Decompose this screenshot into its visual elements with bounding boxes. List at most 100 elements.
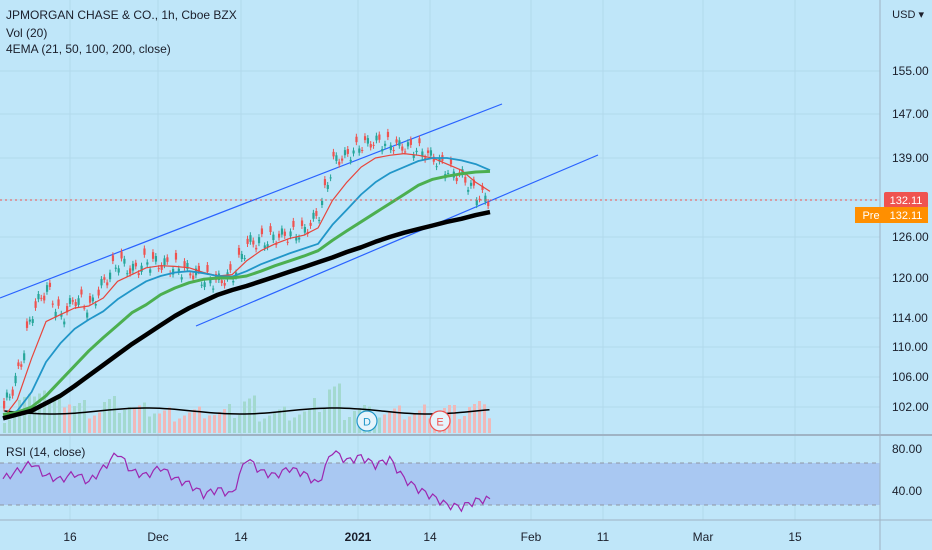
candle-body <box>298 237 301 240</box>
candle-body <box>23 353 26 361</box>
ema-legend[interactable]: 4EMA (21, 50, 100, 200, close) <box>6 42 171 56</box>
volume-bar <box>83 400 86 433</box>
candle-body <box>183 261 186 268</box>
candle-body <box>372 144 375 146</box>
y-tick-label: 102.00 <box>892 400 929 414</box>
candle-body <box>455 177 458 182</box>
volume-bar <box>288 420 291 433</box>
volume-legend[interactable]: Vol (20) <box>6 26 48 40</box>
candle-body <box>160 265 163 270</box>
ema-line-ema100 <box>2 169 491 416</box>
channel-upper[interactable] <box>0 103 503 299</box>
candle-body <box>246 238 249 244</box>
x-tick-label: 15 <box>788 530 802 544</box>
volume-bar <box>428 418 431 433</box>
candle-body <box>401 146 404 151</box>
candle-body <box>237 247 241 255</box>
candle-body <box>232 280 235 283</box>
volume-bar <box>118 413 121 433</box>
candle-body <box>206 265 209 272</box>
channel-lower[interactable] <box>195 154 599 327</box>
candle-body <box>229 264 232 271</box>
candle-body <box>315 211 318 216</box>
candle-body <box>386 131 390 138</box>
candle-body <box>111 255 115 262</box>
candle-body <box>43 295 46 301</box>
candle-body <box>418 138 421 144</box>
candle-body <box>484 195 487 202</box>
candle-body <box>146 262 149 265</box>
volume-bar <box>483 404 486 433</box>
candle-body <box>335 155 338 161</box>
volume-bar <box>223 409 226 433</box>
candle-body <box>11 389 14 396</box>
chevron-down-icon: ▾ <box>918 9 924 21</box>
candle-body <box>435 166 438 168</box>
candle-body <box>464 177 467 183</box>
candle-body <box>66 306 69 313</box>
candle-body <box>5 392 9 398</box>
volume-bar <box>393 408 396 433</box>
volume-bar <box>408 416 411 433</box>
volume-bar <box>193 409 196 433</box>
candle-body <box>140 265 143 272</box>
rsi-legend[interactable]: RSI (14, close) <box>6 445 86 459</box>
event-marker-e[interactable] <box>429 410 451 432</box>
candle-body <box>363 136 367 141</box>
candle-body <box>389 145 392 151</box>
volume-bar <box>168 407 171 433</box>
time-axis[interactable]: 16 Dec 14 2021 14 Feb 11 Mar 15 <box>63 530 802 544</box>
candle-body <box>392 149 395 152</box>
candle-body <box>280 228 284 235</box>
candle-body <box>71 300 74 302</box>
y-tick-label: 139.00 <box>892 151 929 165</box>
currency-label[interactable]: USD ▾ <box>892 8 924 21</box>
candle-body <box>289 231 292 237</box>
volume-bar <box>163 410 166 433</box>
volume-bar <box>383 414 386 433</box>
candle-body <box>381 149 384 152</box>
candle-body <box>120 251 123 259</box>
volume-bar <box>348 417 351 433</box>
volume-bar <box>53 399 56 433</box>
candle-body <box>263 245 266 248</box>
candle-body <box>421 151 424 157</box>
candle-body <box>429 150 433 156</box>
candle-body <box>366 138 370 144</box>
candle-body <box>278 233 281 238</box>
candle-body <box>137 273 140 276</box>
y-tick-label: 114.00 <box>892 311 928 325</box>
candle-body <box>309 222 312 226</box>
candle-body <box>154 256 158 262</box>
candle-body <box>286 241 289 243</box>
event-marker-d[interactable] <box>356 410 378 432</box>
price-axis[interactable]: 155.00 147.00 139.00 126.00 120.00 114.00 110.… <box>892 64 929 414</box>
volume-bar <box>258 421 261 433</box>
volume-bar <box>153 413 156 433</box>
rsi-tick-label: 40.00 <box>892 484 922 498</box>
candle-body <box>320 200 324 205</box>
volume-bar <box>68 404 71 433</box>
candle-body <box>180 277 183 280</box>
volume-bar <box>128 407 131 433</box>
volume-bar <box>303 411 306 433</box>
ema-line-ema50 <box>2 157 491 420</box>
candle-body <box>54 311 57 318</box>
volume-bar <box>123 410 126 433</box>
candle-body <box>341 158 344 161</box>
ema-line-ema200 <box>2 209 491 421</box>
candle-body <box>223 282 226 286</box>
volume-ma-line <box>4 407 490 415</box>
volume-bar <box>488 418 491 433</box>
candle-body <box>31 319 34 323</box>
candle-body <box>384 143 387 146</box>
x-tick-label: 16 <box>63 530 77 544</box>
chart-title[interactable]: JPMORGAN CHASE & CO., 1h, Cboe BZX <box>6 8 237 22</box>
candle-body <box>478 198 481 200</box>
currency-text: USD <box>892 9 916 21</box>
candle-body <box>123 258 126 264</box>
volume-bar <box>143 402 146 433</box>
candle-body <box>438 157 441 162</box>
